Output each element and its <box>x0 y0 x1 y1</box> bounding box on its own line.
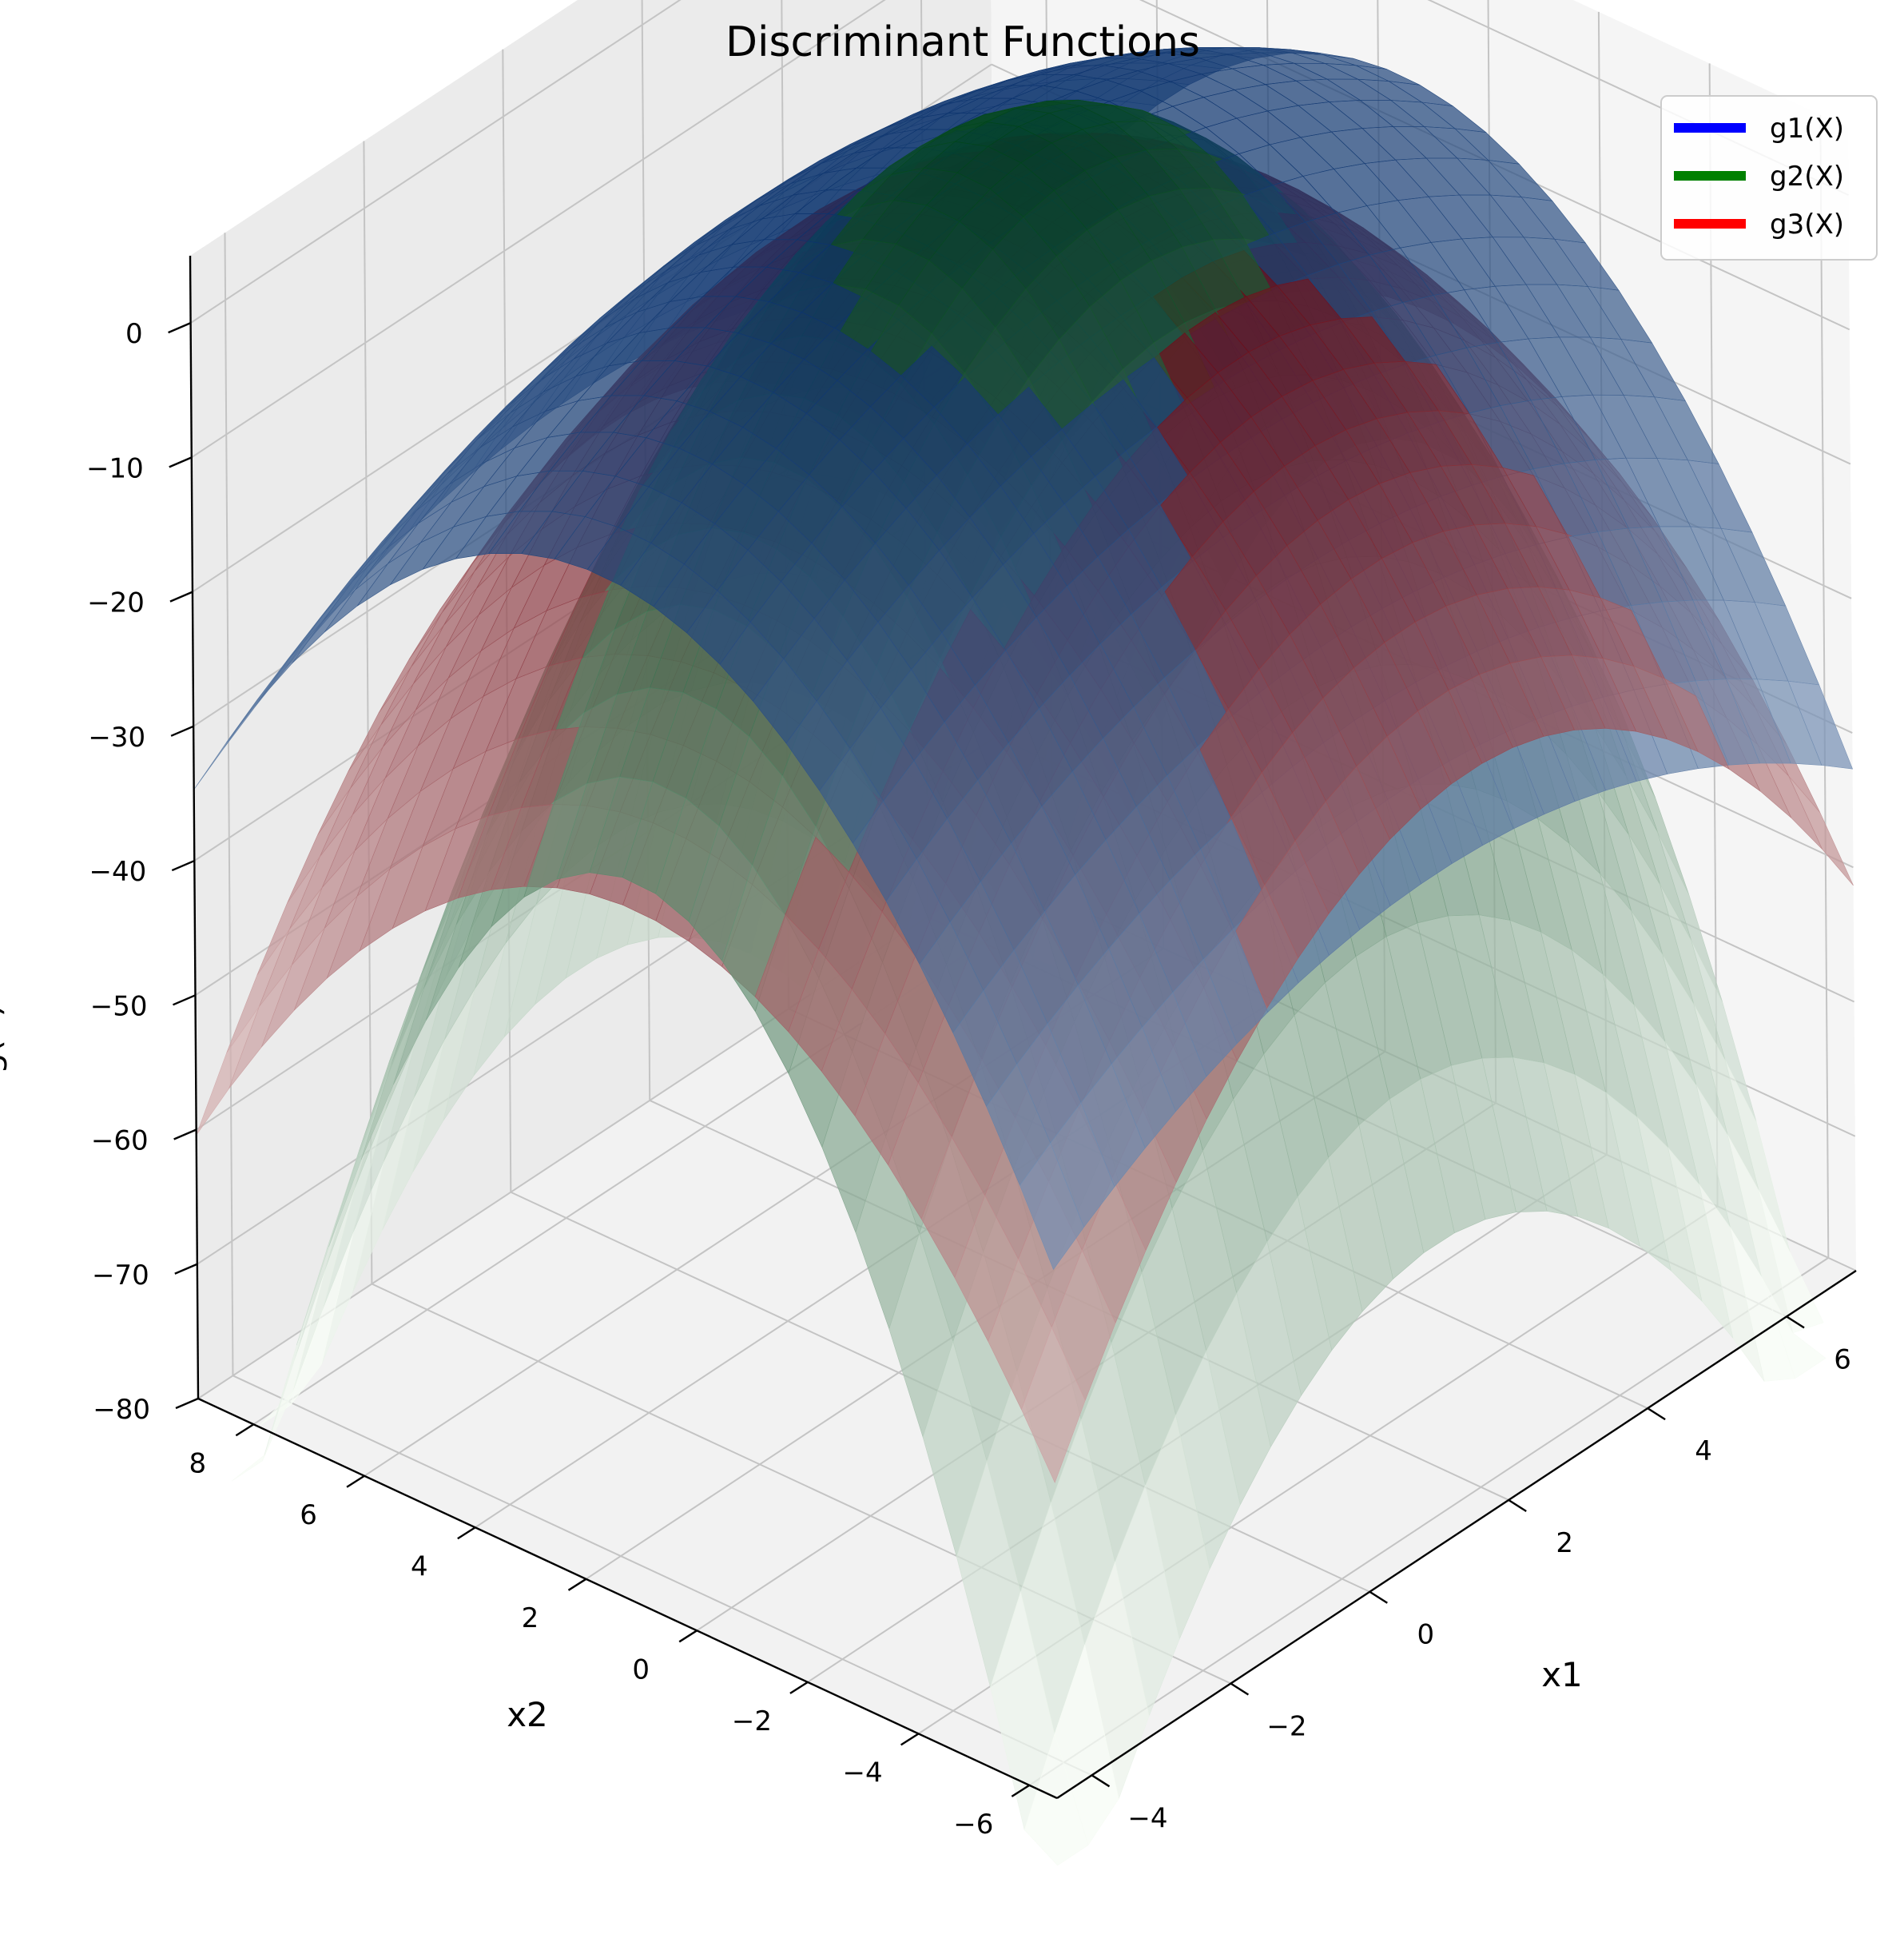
z-tick-label: −20 <box>87 587 145 619</box>
surfaces <box>193 46 1854 1866</box>
x-tick-label: 6 <box>1834 1343 1851 1375</box>
y-tick-mark <box>457 1526 476 1540</box>
y-tick-label: 8 <box>189 1447 207 1479</box>
chart-title: Discriminant Functions <box>725 18 1200 66</box>
y-tick-mark <box>235 1423 254 1437</box>
legend-label-1: g1(X) <box>1770 113 1844 145</box>
legend-label-2: g2(X) <box>1770 161 1844 193</box>
grid-line-y-floor <box>1028 1257 1829 1786</box>
x-tick-label: 2 <box>1556 1527 1573 1559</box>
z-tick-mark <box>173 1128 197 1140</box>
z-tick-mark <box>169 456 193 468</box>
legend-label-3: g3(X) <box>1770 209 1844 241</box>
grid-line-x-wall <box>224 233 234 1376</box>
z-tick-label: −60 <box>91 1125 149 1157</box>
z-tick-mark <box>174 1263 198 1275</box>
z-tick-label: −50 <box>90 990 148 1022</box>
z-tick-mark <box>168 322 192 334</box>
y-tick-label: 0 <box>632 1654 650 1685</box>
z-tick-label: −30 <box>88 722 145 754</box>
x-axis-label: x1 <box>1541 1655 1583 1694</box>
y-axis-line <box>197 1397 1058 1800</box>
y-tick-label: −6 <box>953 1809 993 1841</box>
y-tick-mark <box>1011 1784 1030 1797</box>
z-tick-mark <box>172 994 196 1006</box>
grid-line-y-wall <box>1819 114 1830 1258</box>
z-tick-label: −40 <box>89 856 147 888</box>
x-tick-label: 4 <box>1695 1435 1712 1467</box>
y-tick-mark <box>900 1733 920 1746</box>
z-tick-mark <box>171 859 195 872</box>
y-tick-label: 4 <box>411 1550 428 1582</box>
z-tick-label: −70 <box>92 1260 149 1291</box>
z-tick-label: −80 <box>93 1394 150 1426</box>
grid-line-x-wall <box>363 141 373 1284</box>
z-tick-label: −10 <box>86 452 144 484</box>
y-tick-label: 2 <box>522 1602 539 1634</box>
grid-line-x-floor <box>233 1375 1092 1777</box>
x-tick-mark <box>1230 1682 1250 1696</box>
z-tick-label: 0 <box>125 318 143 350</box>
z-tick-mark <box>170 725 194 737</box>
y-tick-mark <box>346 1474 365 1488</box>
legend-frame <box>1660 95 1878 261</box>
y-tick-mark <box>789 1681 809 1694</box>
z-tick-mark <box>169 591 193 603</box>
x-tick-mark <box>1508 1498 1527 1512</box>
y-axis-label: x2 <box>507 1695 548 1734</box>
surface-1-patch <box>1020 1142 1084 1271</box>
surface-2-patch <box>1024 1733 1089 1866</box>
surface-3-patch <box>1021 1327 1086 1483</box>
y-tick-label: −4 <box>843 1757 883 1789</box>
y-tick-label: −2 <box>732 1705 772 1737</box>
grid-line-z-back <box>191 0 886 459</box>
y-tick-mark <box>567 1578 587 1591</box>
x-tick-mark <box>1647 1407 1666 1421</box>
y-tick-mark <box>678 1630 698 1643</box>
x-axis-line <box>1056 1269 1857 1800</box>
x-tick-mark <box>1786 1315 1805 1329</box>
y-tick-label: 6 <box>300 1499 317 1531</box>
axes: −4−20246−6−4−202468−80−70−60−50−40−30−20… <box>86 255 1857 1841</box>
z-axis-label: g(X) <box>0 1004 8 1074</box>
x-tick-label: −2 <box>1266 1711 1306 1743</box>
z-tick-mark <box>175 1397 199 1410</box>
legend: g1(X) g2(X) g3(X) <box>1660 95 1878 261</box>
x-tick-label: 0 <box>1417 1619 1434 1651</box>
x-tick-label: −4 <box>1127 1802 1167 1834</box>
z-axis-line <box>189 255 200 1399</box>
grid-line-z-back <box>190 0 682 324</box>
x-tick-mark <box>1091 1774 1111 1788</box>
x-tick-mark <box>1369 1590 1388 1604</box>
